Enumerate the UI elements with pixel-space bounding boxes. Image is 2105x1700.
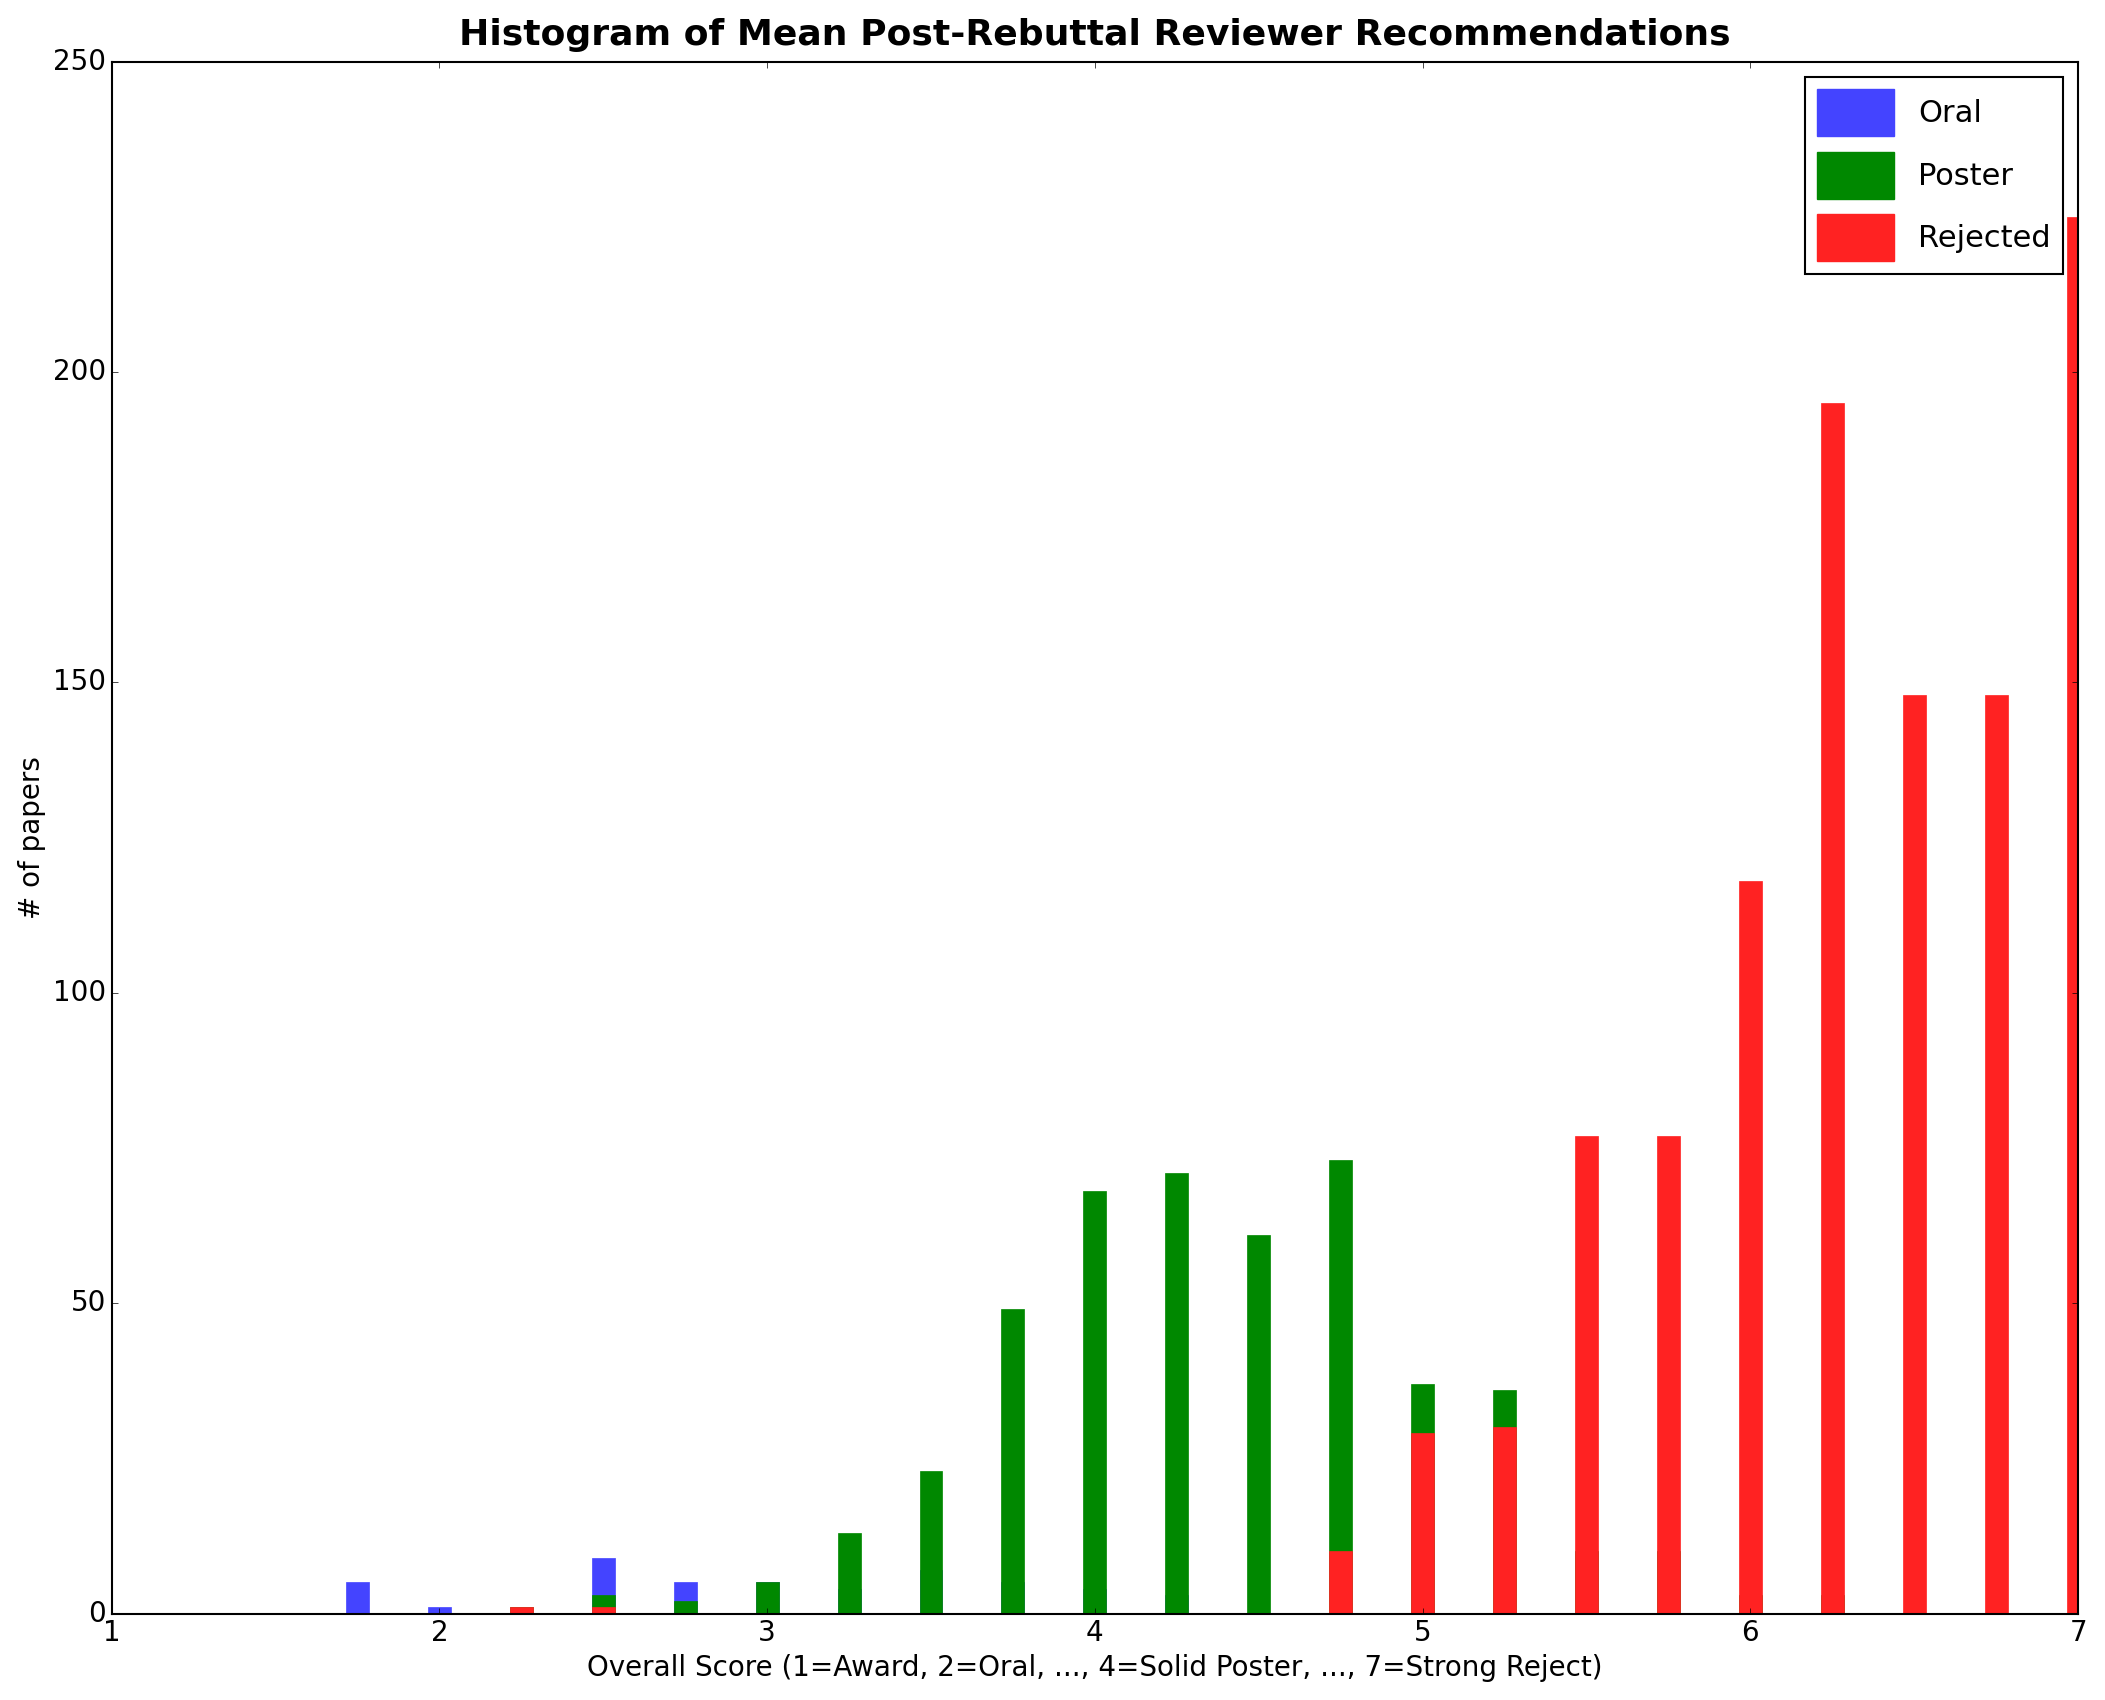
Bar [1328,1552,1351,1613]
Bar [1084,1590,1107,1613]
Bar [1084,1192,1107,1613]
Bar [1657,1136,1680,1613]
Bar [756,1583,779,1613]
Bar [509,1606,533,1613]
Bar [1166,1173,1189,1613]
Bar [920,1571,943,1613]
Bar [1657,1552,1680,1613]
Bar [1492,1391,1516,1613]
Bar [1575,1552,1598,1613]
Bar [1248,1234,1269,1613]
Bar [1575,1136,1598,1613]
Bar [1410,1433,1434,1613]
X-axis label: Overall Score (1=Award, 2=Oral, ..., 4=Solid Poster, ..., 7=Strong Reject): Overall Score (1=Award, 2=Oral, ..., 4=S… [587,1654,1602,1681]
Bar [1821,403,1844,1613]
Bar [1002,1309,1025,1613]
Bar [2067,218,2090,1613]
Bar [920,1470,943,1613]
Bar [1903,695,1926,1613]
Bar [674,1601,697,1613]
Bar [1821,1595,1844,1613]
Bar [1166,1595,1189,1613]
Legend: Oral, Poster, Rejected: Oral, Poster, Rejected [1804,76,2063,274]
Bar [1985,695,2008,1613]
Bar [427,1606,450,1613]
Bar [509,1606,533,1613]
Bar [1492,1428,1516,1613]
Bar [756,1583,779,1613]
Bar [1410,1384,1434,1613]
Title: Histogram of Mean Post-Rebuttal Reviewer Recommendations: Histogram of Mean Post-Rebuttal Reviewer… [459,19,1730,53]
Bar [592,1606,615,1613]
Bar [838,1590,861,1613]
Bar [1739,881,1762,1613]
Bar [1739,1595,1762,1613]
Bar [838,1533,861,1613]
Bar [674,1583,697,1613]
Bar [1328,1161,1351,1613]
Bar [592,1595,615,1613]
Y-axis label: # of papers: # of papers [19,756,46,920]
Bar [592,1557,615,1613]
Bar [345,1583,368,1613]
Bar [1002,1583,1025,1613]
